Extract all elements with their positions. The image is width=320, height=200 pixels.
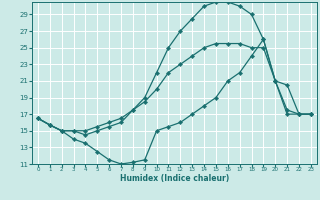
X-axis label: Humidex (Indice chaleur): Humidex (Indice chaleur) xyxy=(120,174,229,183)
